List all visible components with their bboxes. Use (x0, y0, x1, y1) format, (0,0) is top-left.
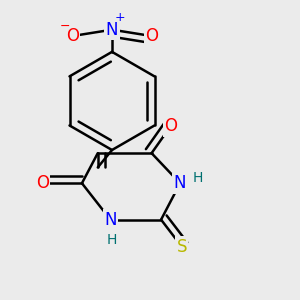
Text: O: O (66, 27, 79, 45)
Text: H: H (107, 233, 117, 247)
Text: N: N (104, 211, 117, 229)
Text: O: O (36, 174, 49, 192)
Text: S: S (176, 238, 187, 256)
Text: H: H (192, 170, 203, 184)
Text: O: O (164, 117, 177, 135)
Text: N: N (106, 21, 118, 39)
Text: +: + (115, 11, 125, 24)
Text: N: N (174, 174, 186, 192)
Text: O: O (145, 27, 158, 45)
Text: −: − (59, 20, 70, 33)
